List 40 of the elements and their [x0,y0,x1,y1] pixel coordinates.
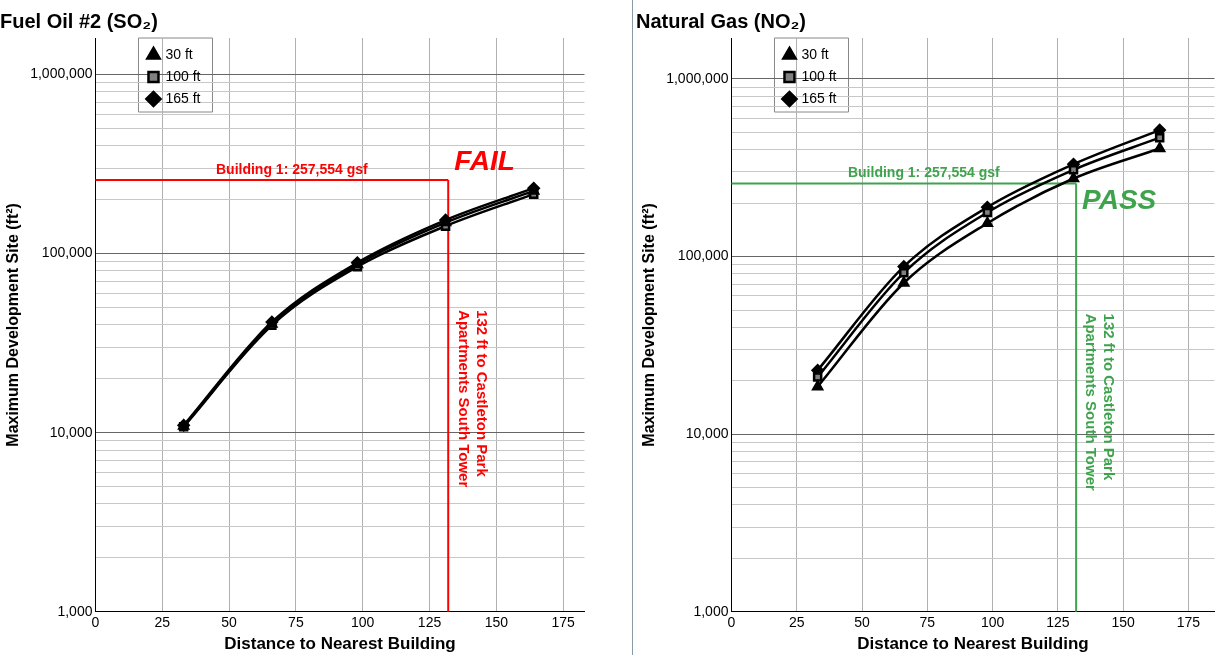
x-axis-title: Distance to Nearest Building [224,634,456,654]
ref-line-label: Building 1: 257,554 gsf [847,164,1000,181]
y-tick-label: 1,000 [57,602,93,619]
x-tick-label: 25 [154,614,171,631]
y-tick-label: 10,000 [49,423,93,440]
x-tick-label: 100 [980,614,1005,631]
annotation: PASS [1082,184,1157,216]
y-tick-label: 1,000 [693,602,729,619]
x-axis-title: Distance to Nearest Building [857,634,1089,654]
chart-title: Natural Gas (NO₂) [636,9,807,32]
legend-label: 30 ft [165,45,193,62]
y-axis-title: Maximum Development Site (ft²) [640,203,658,447]
x-tick-label: 25 [788,614,805,631]
x-tick-label: 175 [551,614,576,631]
x-tick-label: 75 [919,614,936,631]
x-tick-label: 50 [221,614,238,631]
y-axis-title: Maximum Development Site (ft²) [4,203,22,447]
x-tick-label: 150 [1111,614,1136,631]
x-tick-label: 125 [1046,614,1070,631]
x-tick-label: 100 [351,614,375,631]
y-tick-label: 100,000 [41,244,93,261]
x-tick-label: 0 [91,614,100,631]
y-tick-label: 1,000,000 [666,69,729,86]
x-tick-label: 150 [484,614,509,631]
y-tick-label: 10,000 [685,425,729,442]
ref-line-label: 132 ft to Castleton Park Apartments South Tower [1083,313,1119,491]
x-tick-label: 175 [1176,614,1201,631]
x-tick-label: 75 [288,614,304,631]
legend-label: 30 ft [801,45,829,62]
legend-label: 165 ft [165,89,201,106]
ref-line-label: 132 ft to Castleton Park Apartments South Tower [455,310,491,488]
annotation: FAIL [454,144,515,176]
ref-line-label: Building 1: 257,554 gsf [215,160,369,177]
y-tick-label: 100,000 [677,247,729,264]
legend-label: 165 ft [801,89,837,106]
x-tick-label: 0 [727,614,736,631]
y-tick-label: 1,000,000 [30,65,93,82]
x-tick-label: 50 [854,614,871,631]
chart-title: Fuel Oil #2 (SO₂) [0,9,158,32]
x-tick-label: 125 [417,614,442,631]
